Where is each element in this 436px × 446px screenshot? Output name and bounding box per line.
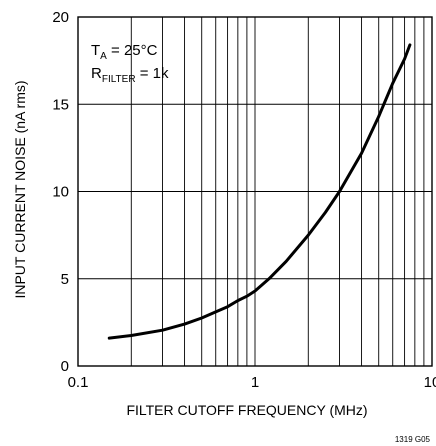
x-tick-label: 1 bbox=[251, 374, 259, 391]
annotation-temperature-sub: A bbox=[100, 51, 107, 62]
x-axis-label: FILTER CUTOFF FREQUENCY (MHz) bbox=[126, 402, 367, 418]
annotation-filter-sub: FILTER bbox=[102, 74, 136, 85]
x-tick-label: 0.1 bbox=[68, 374, 89, 391]
annotation-filter-rest: = 1k bbox=[136, 65, 169, 82]
y-tick-label: 20 bbox=[52, 9, 69, 26]
annotation-temperature: TA = 25°C bbox=[91, 42, 158, 62]
annotation-filter-main: R bbox=[91, 65, 102, 82]
y-tick-label: 10 bbox=[52, 184, 69, 201]
annotation-temperature-rest: = 25°C bbox=[107, 42, 158, 59]
series-line bbox=[107, 43, 412, 340]
y-tick-label: 5 bbox=[61, 271, 69, 288]
grid bbox=[78, 17, 432, 366]
annotation-filter: RFILTER = 1k bbox=[91, 65, 169, 85]
annotation-temperature-main: T bbox=[91, 42, 100, 59]
y-axis-label: INPUT CURRENT NOISE (nA rms) bbox=[12, 80, 28, 298]
y-tick-label: 15 bbox=[52, 96, 69, 113]
x-tick-label: 10 bbox=[424, 374, 436, 391]
y-tick-label: 0 bbox=[61, 358, 69, 375]
plot-frame bbox=[77, 16, 433, 367]
tick-labels: 0 5 10 15 20 0.1 1 10 bbox=[52, 9, 436, 391]
figure-id: 1319 G05 bbox=[395, 435, 431, 444]
